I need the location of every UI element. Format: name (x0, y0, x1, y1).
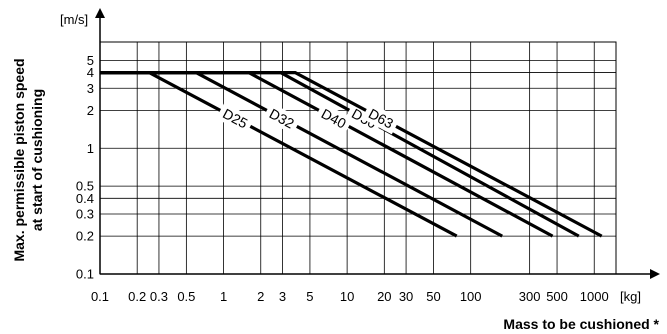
series-label-group: D32 (262, 102, 302, 135)
y-axis-title-line2: at start of cushioning (29, 89, 45, 231)
tick-labels: 0.1 0.2 0.3 0.5 1 2 3 5 10 20 30 50 100 300 500 10000.1… (76, 53, 609, 304)
y-tick-label: 0.1 (76, 267, 94, 282)
x-tick-label: 0.5 (177, 289, 195, 304)
y-unit-label: [m/s] (60, 12, 88, 27)
x-tick-label: 50 (426, 289, 440, 304)
y-tick-label: 0.5 (76, 179, 94, 194)
x-tick-label: 500 (546, 289, 568, 304)
y-tick-label: 2 (87, 103, 94, 118)
x-tick-label: 2 (257, 289, 264, 304)
y-tick-label: 5 (87, 53, 94, 68)
y-tick-label: 3 (87, 81, 94, 96)
axes (95, 8, 660, 279)
x-tick-label: 5 (306, 289, 313, 304)
x-tick-label: 0.2 (128, 289, 146, 304)
y-tick-label: 1 (87, 141, 94, 156)
x-axis-title: Mass to be cushioned * (503, 316, 659, 332)
series-label-bg (216, 102, 255, 135)
y-tick-label: 0.4 (76, 191, 94, 206)
y-tick-label: 0.3 (76, 207, 94, 222)
series-lines: D25D32D40D50D63 (100, 70, 603, 238)
series-label-bg (262, 102, 302, 135)
x-tick-label: 1 (220, 289, 227, 304)
x-axis-arrow (650, 269, 660, 279)
x-tick-label: 20 (377, 289, 391, 304)
x-tick-label: 1000 (580, 289, 609, 304)
x-tick-label: 30 (399, 289, 413, 304)
series-label-bg (314, 102, 354, 135)
y-tick-label: 4 (87, 65, 94, 80)
x-tick-label: 0.3 (150, 289, 168, 304)
series-label-group: D25 (216, 102, 255, 135)
x-tick-label: 3 (279, 289, 286, 304)
x-tick-label: 300 (519, 289, 541, 304)
series-label-bg (361, 102, 401, 135)
series-line-d63 (100, 70, 603, 238)
x-unit-label: [kg] (620, 289, 641, 304)
x-tick-label: 100 (460, 289, 482, 304)
y-axis-arrow (95, 8, 105, 18)
x-tick-label: 10 (340, 289, 354, 304)
x-tick-label: 0.1 (91, 289, 109, 304)
y-axis-title-line1: Max. permissible piston speed (11, 58, 27, 261)
y-tick-label: 0.2 (76, 229, 94, 244)
